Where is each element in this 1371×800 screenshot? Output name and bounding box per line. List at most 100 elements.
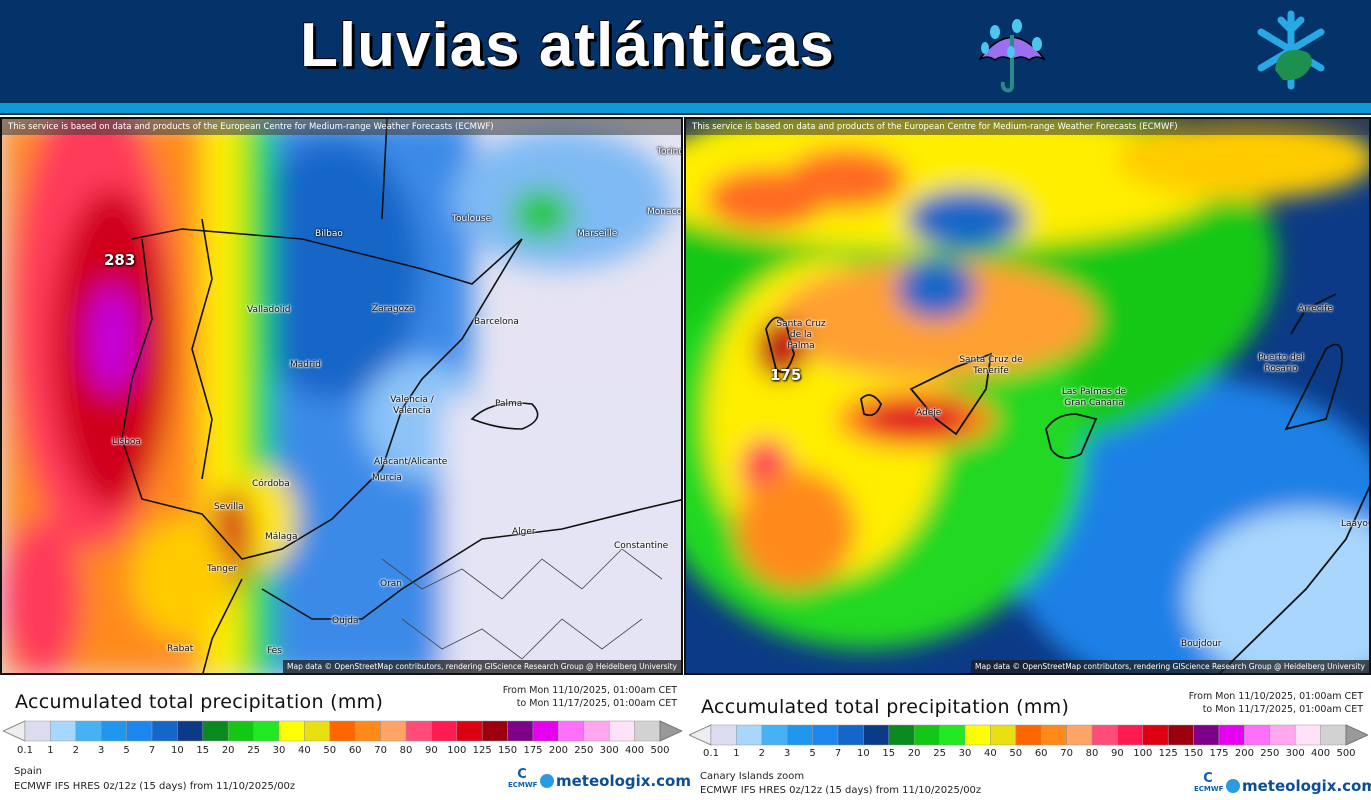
meteologix-logo[interactable]: meteologix.com [540, 772, 691, 790]
color-swatch [558, 720, 585, 742]
color-swatch [177, 720, 204, 742]
color-swatch [431, 720, 458, 742]
tick-label: 1 [733, 748, 740, 759]
tick-label: 2 [758, 748, 765, 759]
city-label: Oujda [332, 616, 359, 626]
scale-arrow-high [1345, 724, 1368, 746]
tick-label: 20 [907, 748, 921, 759]
color-swatch [1193, 724, 1220, 746]
color-swatch [278, 720, 305, 742]
color-swatch [863, 724, 890, 746]
color-swatch [100, 720, 127, 742]
range-from: From Mon 11/10/2025, 01:00am CET [502, 685, 677, 696]
color-swatch [1167, 724, 1194, 746]
color-swatch [990, 724, 1017, 746]
meteologix-icon [540, 774, 554, 788]
precipitation-map-spain[interactable]: This service is based on data and produc… [0, 117, 683, 675]
tick-label: 300 [599, 745, 619, 756]
tick-label: 150 [498, 745, 518, 756]
tick-label: 40 [298, 745, 311, 756]
range-from: From Mon 11/10/2025, 01:00am CET [1188, 691, 1363, 702]
tick-label: 90 [1111, 748, 1124, 759]
color-swatch [24, 720, 51, 742]
color-swatch [1142, 724, 1169, 746]
city-label: Oran [380, 579, 403, 589]
scale-arrow-low [689, 724, 712, 746]
color-swatch [583, 720, 610, 742]
city-label: Adeje [916, 408, 942, 418]
color-swatch [913, 724, 940, 746]
color-swatch [1218, 724, 1245, 746]
tick-label: 60 [1034, 748, 1048, 759]
tick-label: 125 [472, 745, 492, 756]
city-label: Sevilla [214, 502, 244, 512]
color-swatch [1040, 724, 1067, 746]
tick-label: 90 [425, 745, 438, 756]
tick-label: 300 [1285, 748, 1305, 759]
tick-label: 400 [625, 745, 645, 756]
color-swatch [202, 720, 229, 742]
city-label: Marseille [577, 229, 618, 239]
tick-label: 200 [1234, 748, 1254, 759]
tick-label: 15 [882, 748, 896, 759]
tick-label: 175 [523, 745, 543, 756]
ecmwf-logo-text: ECMWF [508, 781, 538, 789]
tick-label: 7 [148, 745, 156, 756]
tick-label: 10 [171, 745, 184, 756]
color-swatch [151, 720, 178, 742]
city-label: Palma [495, 399, 523, 409]
range-to: to Mon 11/17/2025, 01:00am CET [1202, 704, 1363, 715]
color-swatch [532, 720, 559, 742]
tick-label: 80 [399, 745, 413, 756]
color-swatch [456, 720, 483, 742]
meteologix-logo[interactable]: meteologix.com [1226, 777, 1371, 795]
city-label: Córdoba [252, 479, 290, 489]
accent-strip [0, 103, 1371, 115]
color-swatch [1117, 724, 1144, 746]
tick-label: 50 [1009, 748, 1023, 759]
meteologix-icon [1226, 779, 1240, 793]
tick-label: 500 [650, 745, 670, 756]
city-label: Laayoune [1341, 519, 1369, 529]
tick-label: 10 [857, 748, 870, 759]
color-swatch [1294, 724, 1321, 746]
meteologix-text: meteologix.com [556, 772, 691, 790]
city-label: Toulouse [452, 214, 492, 224]
precipitation-map-canary-islands[interactable]: This service is based on data and produc… [684, 117, 1371, 675]
legend-title: Accumulated total precipitation (mm) [15, 691, 384, 713]
color-swatch [837, 724, 864, 746]
color-swatch [812, 724, 839, 746]
color-swatch [634, 720, 661, 742]
tick-label: 0.1 [703, 748, 719, 759]
tick-label: 2 [72, 745, 79, 756]
legend-spain: Accumulated total precipitation (mm) Fro… [0, 676, 691, 800]
tick-label: 3 [784, 748, 791, 759]
city-label: Bilbao [315, 229, 343, 239]
color-swatch [786, 724, 813, 746]
color-swatch [888, 724, 915, 746]
city-label: Las Palmas de Gran Canaria [1061, 387, 1127, 408]
legend-title: Accumulated total precipitation (mm) [701, 696, 1070, 718]
tick-label: 100 [1133, 748, 1153, 759]
meteologix-text: meteologix.com [1242, 777, 1371, 795]
color-scale-ticks: 0.1 1 2 3 5 7 10 15 20 25 30 40 50 60 70 80 90 100 125 150 1… [3, 745, 682, 759]
ecmwf-service-note: This service is based on data and produc… [686, 119, 1369, 135]
city-label: Santa Cruz de Tenerife [959, 355, 1023, 376]
city-label: Málaga [265, 532, 298, 542]
color-scale-bar [3, 720, 682, 742]
color-swatch [126, 720, 153, 742]
page-title: Lluvias atlánticas [300, 11, 835, 80]
tick-label: 3 [98, 745, 105, 756]
forecast-range: From Mon 11/10/2025, 01:00am CET to Mon 1… [503, 684, 677, 710]
ecmwf-service-note: This service is based on data and produc… [2, 119, 681, 135]
city-label: Murcia [372, 473, 402, 483]
color-scale-bar [689, 724, 1368, 746]
tick-label: 250 [1260, 748, 1280, 759]
tick-label: 60 [348, 745, 362, 756]
tick-label: 5 [809, 748, 816, 759]
umbrella-with-rain-icon [978, 19, 1046, 93]
ecmwf-logo-text: ECMWF [1194, 785, 1224, 793]
region-label: Spain [14, 766, 42, 777]
legend-canary: Accumulated total precipitation (mm) Fro… [686, 676, 1371, 800]
precipitation-field-spain [2, 119, 681, 673]
